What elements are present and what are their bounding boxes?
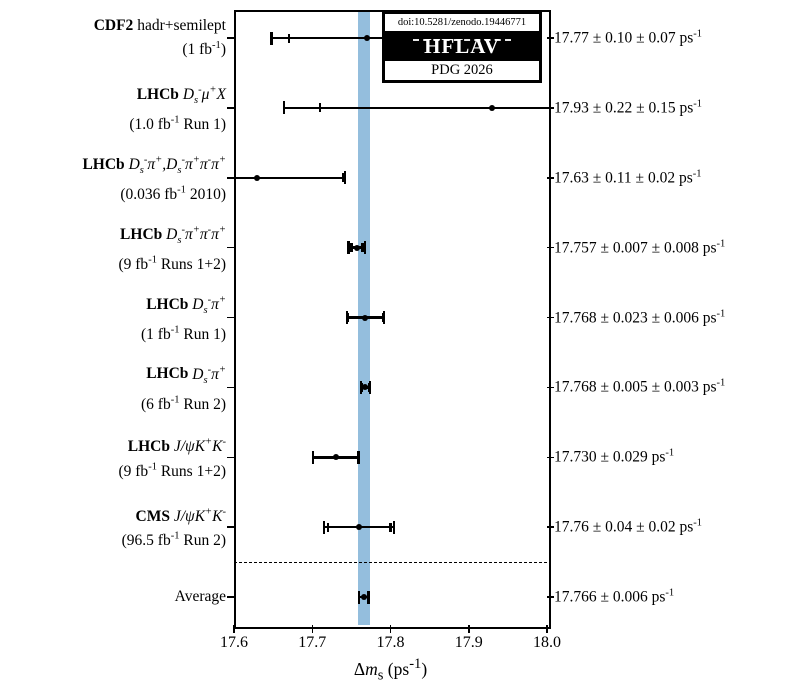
stat-error-tick — [346, 313, 349, 322]
measurement-label: LHCb Ds-π+ (1 fb-1 Run 1) — [141, 294, 226, 343]
right-row-tick — [547, 596, 554, 598]
measurement-label: CMS J/ψK+K- (96.5 fb-1 Run 2) — [121, 506, 226, 550]
value-label: 17.768 ± 0.005 ± 0.003 ps-1 — [554, 377, 726, 396]
error-bar-cap-left — [270, 31, 273, 45]
error-bar — [234, 176, 345, 179]
error-bar-cap-right — [367, 590, 370, 604]
x-axis-tick — [389, 625, 392, 633]
stat-error-tick — [350, 243, 353, 253]
right-row-tick — [547, 177, 554, 179]
measurement-label: Average — [174, 588, 226, 605]
value-label: 17.730 ± 0.029 ps-1 — [554, 447, 675, 466]
error-bar — [283, 106, 547, 110]
error-bar-cap-left — [322, 520, 326, 534]
error-bar-cap-right — [357, 450, 360, 464]
logo-doi-text: doi:10.5281/zenodo.19446771 — [385, 14, 539, 31]
x-axis-tick — [546, 625, 548, 633]
measurement-label: LHCb Ds-π+π-π+ (9 fb-1 Runs 1+2) — [118, 224, 226, 273]
measurement-label: LHCb Ds-μ+X (1.0 fb-1 Run 1) — [129, 84, 226, 134]
x-tick-label: 18.0 — [533, 634, 561, 651]
right-row-tick — [547, 37, 554, 39]
data-point — [362, 384, 369, 391]
stat-error-tick — [368, 382, 371, 392]
hflav-logo-text: HFLAV — [385, 33, 539, 59]
x-axis-title: Δms (ps-1) — [353, 656, 428, 684]
left-row-tick — [227, 526, 234, 528]
stat-error-tick — [287, 33, 291, 43]
data-point — [332, 454, 339, 461]
error-bar-cap-left — [282, 101, 286, 115]
measurement-label: LHCb Ds-π+,Ds-π+π-π+ (0.036 fb-1 2010) — [82, 154, 226, 203]
stat-error-tick — [342, 173, 345, 183]
error-bar-cap-left — [357, 590, 361, 604]
left-row-tick — [227, 107, 234, 109]
right-row-tick — [547, 246, 554, 249]
value-label: 17.77 ± 0.10 ± 0.07 ps-1 — [554, 28, 703, 47]
left-row-tick — [227, 596, 234, 598]
x-tick-label: 17.6 — [220, 634, 248, 651]
error-bar-cap-left — [347, 241, 350, 255]
logo-dashed-line — [412, 39, 512, 41]
hflav-logo-box: doi:10.5281/zenodo.19446771 HFLAV PDG 20… — [382, 11, 542, 83]
stat-error-tick — [382, 313, 385, 322]
data-point — [356, 524, 363, 531]
error-bar-cap-right — [392, 520, 396, 534]
x-axis-tick — [468, 625, 470, 633]
data-point — [360, 594, 367, 600]
left-row-tick — [227, 177, 234, 179]
value-label: 17.768 ± 0.023 ± 0.006 ps-1 — [554, 307, 726, 327]
x-axis-tick — [233, 625, 235, 633]
value-label: 17.766 ± 0.006 ps-1 — [554, 587, 675, 606]
left-row-tick — [227, 456, 234, 458]
left-row-tick — [227, 246, 234, 249]
left-row-tick — [227, 316, 234, 319]
right-row-tick — [547, 386, 554, 389]
average-separator-line — [234, 562, 547, 563]
right-row-tick — [547, 526, 554, 528]
left-row-tick — [227, 386, 234, 389]
logo-edition-text: PDG 2026 — [385, 61, 539, 80]
stat-error-tick — [318, 103, 322, 113]
x-tick-label: 17.9 — [454, 634, 483, 651]
measurement-label: CDF2 hadr+semilept (1 fb-1) — [93, 16, 226, 59]
x-axis-tick — [311, 625, 313, 633]
stat-error-tick — [389, 522, 392, 532]
plot-area — [234, 10, 551, 629]
stat-error-tick — [361, 243, 364, 253]
data-point — [489, 104, 496, 111]
measurement-label: LHCb Ds-π+ (6 fb-1 Run 2) — [141, 364, 226, 413]
x-tick-label: 17.7 — [298, 634, 327, 651]
error-bar-cap-right — [363, 241, 367, 255]
right-row-tick — [547, 316, 554, 319]
error-bar-cap-right — [343, 171, 347, 185]
error-bar-cap-left — [311, 450, 315, 464]
stat-error-tick — [360, 382, 363, 392]
right-row-tick — [547, 456, 554, 458]
x-tick-label: 17.8 — [376, 634, 405, 651]
measurement-label: LHCb J/ψK+K- (9 fb-1 Runs 1+2) — [118, 437, 226, 480]
data-point — [353, 244, 360, 251]
data-point — [254, 174, 261, 181]
stat-error-tick — [326, 522, 330, 532]
value-label: 17.757 ± 0.007 ± 0.008 ps-1 — [554, 238, 726, 257]
value-label: 17.93 ± 0.22 ± 0.15 ps-1 — [554, 98, 703, 117]
value-label: 17.76 ± 0.04 ± 0.02 ps-1 — [554, 517, 703, 536]
right-row-tick — [547, 107, 554, 109]
value-label: 17.63 ± 0.11 ± 0.02 ps-1 — [554, 168, 702, 187]
data-point — [364, 35, 371, 41]
left-row-tick — [227, 37, 234, 39]
data-point — [362, 314, 369, 321]
